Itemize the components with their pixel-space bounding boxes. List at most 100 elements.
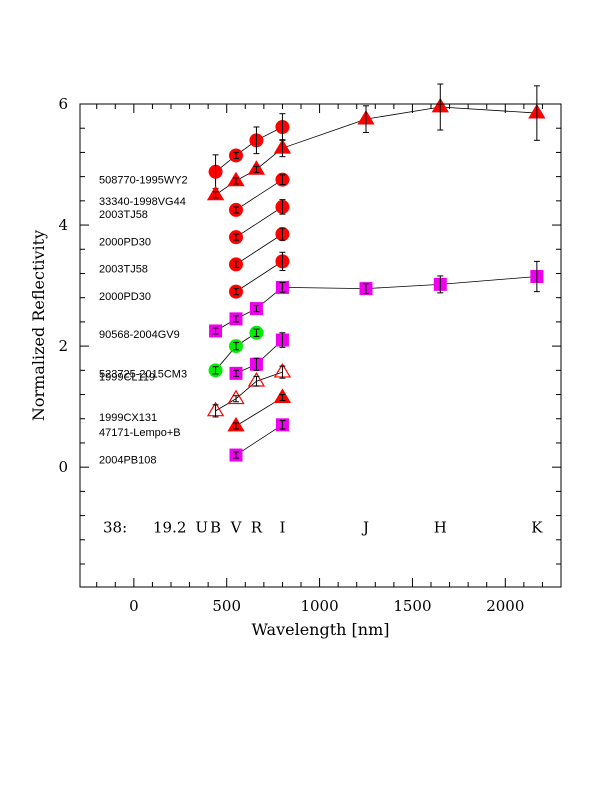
data-point — [275, 199, 290, 215]
data-point — [229, 230, 243, 245]
data-point — [227, 389, 245, 405]
x-tick-label: 1000 — [300, 597, 338, 615]
data-point — [273, 362, 292, 379]
series-4 — [229, 227, 290, 272]
series-line — [235, 179, 283, 211]
series-label: 523725-2015CM3 — [99, 368, 187, 380]
data-point — [208, 363, 223, 378]
band-label: K — [531, 519, 543, 537]
band-label: R — [251, 519, 263, 537]
series-3 — [229, 199, 290, 245]
plot-frame — [79, 103, 562, 588]
data-point — [227, 416, 245, 432]
band-label: B — [210, 519, 221, 537]
data-point — [229, 284, 243, 299]
series-7 — [208, 325, 264, 378]
series-line — [215, 371, 283, 412]
series-line — [215, 126, 283, 173]
series-11 — [229, 418, 289, 462]
data-point — [229, 339, 243, 354]
series-8 — [229, 332, 289, 380]
series-line — [215, 106, 537, 196]
annotation-index: 38: — [103, 519, 127, 537]
series-label: 33340-1998VG44 — [99, 196, 186, 208]
series-layer — [206, 83, 546, 462]
data-point — [528, 85, 546, 141]
series-10 — [227, 388, 292, 432]
data-point — [359, 282, 373, 296]
series-label: 508770-1995WY2 — [99, 175, 188, 187]
data-point — [229, 257, 243, 272]
band-label: J — [361, 519, 369, 537]
x-tick-label: 2000 — [486, 597, 524, 615]
series-label: 2000PD30 — [99, 291, 151, 303]
data-point — [227, 171, 245, 187]
y-axis-title: Normalized Reflectivity — [29, 230, 48, 421]
data-point — [209, 324, 223, 338]
band-label: I — [279, 519, 285, 537]
x-tick-label: 500 — [212, 597, 241, 615]
data-point — [206, 401, 225, 418]
series-9 — [206, 362, 292, 418]
data-point — [275, 280, 289, 294]
data-point — [249, 302, 263, 316]
series-label: 1999CL119 — [99, 371, 155, 383]
series-2 — [229, 172, 290, 217]
series-label: 2003TJ58 — [99, 264, 148, 276]
y-tick-label: 0 — [58, 458, 68, 476]
series-1 — [206, 83, 546, 201]
series-5 — [229, 251, 290, 299]
y-tick-label: 4 — [58, 216, 68, 234]
series-label: 2004PB108 — [99, 454, 157, 466]
data-point — [275, 251, 290, 271]
data-point — [229, 366, 243, 380]
data-point — [247, 160, 266, 175]
series-label: 90568-2004GV9 — [99, 329, 180, 341]
data-point — [275, 172, 290, 187]
data-point — [206, 185, 225, 201]
band-label: H — [434, 519, 447, 537]
series-label: 1999CX131 — [99, 412, 157, 424]
data-point — [530, 260, 544, 293]
data-point — [431, 83, 449, 131]
data-point — [275, 227, 290, 242]
series-line — [235, 233, 283, 265]
data-point — [229, 312, 243, 326]
series-line — [215, 276, 537, 332]
series-label: 2000PD30 — [99, 236, 151, 248]
data-point — [433, 275, 447, 294]
data-point — [275, 418, 289, 432]
data-point — [249, 357, 263, 371]
data-point — [357, 105, 375, 133]
object-labels: 508770-1995WY233340-1998VG442003TJ582000… — [99, 175, 188, 467]
band-label: U — [195, 519, 208, 537]
data-point — [273, 139, 292, 158]
data-point — [229, 448, 243, 462]
series-label: 2003TJ58 — [99, 209, 148, 221]
series-line — [235, 261, 283, 292]
y-tick-label: 6 — [58, 95, 68, 113]
data-point — [249, 325, 264, 340]
data-point — [208, 154, 223, 190]
series-0 — [208, 113, 290, 190]
annotation-magnitude: 19.2 — [153, 519, 186, 537]
series-6 — [209, 260, 544, 338]
y-tick-label: 2 — [58, 337, 68, 355]
axis-tick-labels: 0 500 1000 1500 2000 0 2 4 6 — [58, 95, 524, 615]
data-point — [275, 113, 290, 141]
series-line — [235, 424, 283, 456]
x-tick-label: 0 — [129, 597, 139, 615]
band-label: V — [230, 519, 243, 537]
data-point — [229, 202, 243, 217]
data-point — [273, 388, 292, 403]
x-tick-label: 1500 — [393, 597, 431, 615]
data-point — [275, 332, 289, 348]
data-point — [247, 372, 266, 387]
series-line — [235, 206, 283, 238]
series-label: 47171-Lempo+B — [99, 427, 181, 439]
data-point — [249, 126, 264, 155]
x-axis-title: Wavelength [nm] — [251, 620, 389, 639]
data-point — [229, 148, 243, 163]
